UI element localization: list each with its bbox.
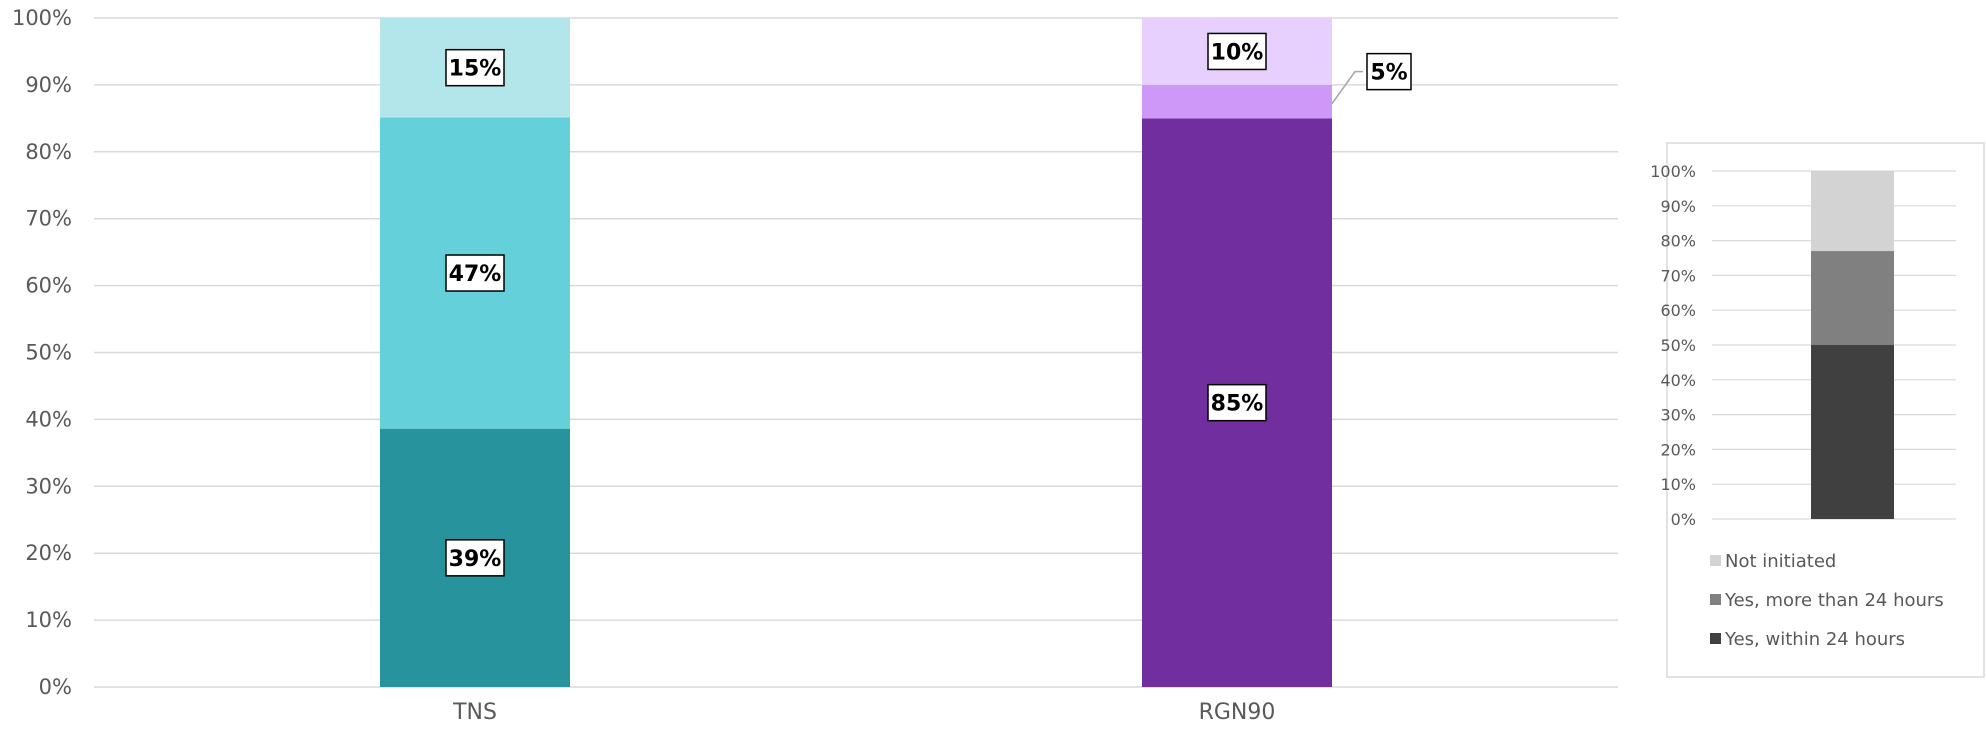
data-label-tns-yes-within-24-hours: 39% (445, 539, 505, 577)
legend-entry-not-initiated: Not initiated (1710, 551, 1836, 572)
legend-y-tick-label: 100% (1650, 162, 1696, 181)
data-label-rgn90-yes-more-than-24-hours: 5% (1366, 52, 1412, 91)
y-tick-label: 90% (25, 73, 72, 97)
main-gridlines (94, 17, 1618, 688)
leader-line (1331, 70, 1363, 105)
data-label-box (445, 539, 505, 577)
legend-swatch (1710, 594, 1721, 605)
legend-y-tick-label: 30% (1660, 406, 1696, 425)
y-tick-label: 40% (25, 407, 72, 431)
legend-swatch (1710, 633, 1721, 644)
main-x-axis-categories: TNS RGN90 (452, 700, 1275, 725)
legend-y-tick-label: 10% (1660, 475, 1696, 494)
y-tick-label: 50% (25, 341, 72, 365)
bar-segment-rgn90-yes-more-than-24-hours (1142, 84, 1332, 119)
main-y-axis-ticks: 0% 10% 20% 30% 40% 50% 60% 70% 80% 90% 100% (12, 6, 72, 699)
legend-y-tick-label: 90% (1660, 197, 1696, 216)
y-tick-label: 60% (25, 274, 72, 298)
legend-y-tick-label: 20% (1660, 440, 1696, 459)
data-label-text: 39% (449, 547, 502, 572)
y-tick-label: 0% (39, 675, 72, 699)
data-label-box (445, 254, 505, 292)
data-label-box (1207, 32, 1267, 71)
legend-y-tick-label: 70% (1660, 266, 1696, 285)
y-tick-label: 70% (25, 207, 72, 231)
y-tick-label: 100% (12, 6, 72, 30)
legend-entry-yes-within-24-hours: Yes, within 24 hours (1710, 629, 1905, 650)
x-category-label: RGN90 (1199, 700, 1276, 725)
x-category-label: TNS (452, 700, 497, 725)
legend-y-tick-label: 50% (1660, 336, 1696, 355)
legend-entries: Not initiated Yes, more than 24 hours Yes,… (1710, 551, 1944, 650)
legend-entry-label: Not initiated (1725, 551, 1836, 572)
legend-y-axis-ticks: 0% 10% 20% 30% 40% 50% 60% 70% 80% 90% 100% (1650, 162, 1696, 529)
data-label-text: 47% (449, 262, 502, 287)
legend-bar-segment-not-initiated (1811, 171, 1894, 252)
legend-panel: 0% 10% 20% 30% 40% 50% 60% 70% 80% 90% 100% Not in… (1650, 142, 1985, 678)
data-label-text: 15% (449, 57, 502, 82)
y-tick-label: 20% (25, 541, 72, 565)
data-label-box (1366, 52, 1412, 91)
y-tick-label: 30% (25, 474, 72, 498)
data-label-box (445, 48, 505, 87)
legend-bar-segment-yes-within-24-hours (1811, 345, 1894, 519)
data-label-text: 5% (1370, 61, 1407, 86)
legend-y-tick-label: 40% (1660, 371, 1696, 390)
main-data-labels: 39% 47% 15% 85% 5% 10% (445, 32, 1412, 577)
data-label-tns-yes-more-than-24-hours: 47% (445, 254, 505, 292)
y-tick-label: 10% (25, 608, 72, 632)
data-label-text: 10% (1211, 40, 1264, 65)
legend-entry-yes-more-than-24-hours: Yes, more than 24 hours (1710, 590, 1944, 611)
legend-y-tick-label: 0% (1671, 510, 1696, 529)
data-label-rgn90-not-initiated: 10% (1207, 32, 1267, 71)
legend-bar (1811, 171, 1894, 519)
legend-bar-segment-yes-more-than-24-hours (1811, 251, 1894, 345)
data-label-text: 85% (1211, 392, 1264, 417)
data-label-tns-not-initiated: 15% (445, 48, 505, 87)
legend-entry-label: Yes, within 24 hours (1724, 629, 1905, 650)
data-label-rgn90-yes-within-24-hours: 85% (1207, 383, 1267, 422)
legend-y-tick-label: 80% (1660, 232, 1696, 251)
legend-swatch (1710, 555, 1721, 566)
legend-entry-label: Yes, more than 24 hours (1724, 590, 1944, 611)
legend-y-tick-label: 60% (1660, 301, 1696, 320)
y-tick-label: 80% (25, 140, 72, 164)
data-label-box (1207, 383, 1267, 422)
